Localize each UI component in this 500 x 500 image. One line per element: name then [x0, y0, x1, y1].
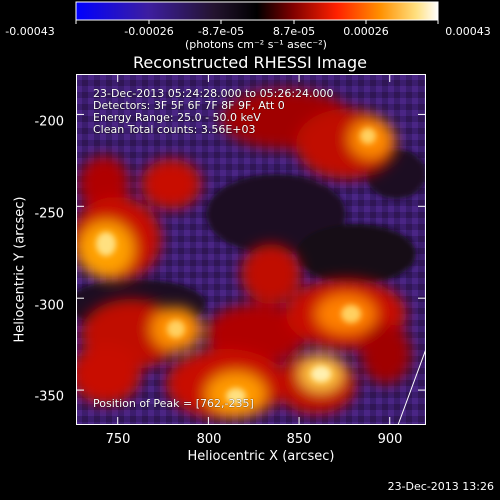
heatmap-plot [76, 74, 426, 425]
y-tick-label: -250 [34, 206, 64, 222]
colorbar-tick: 0.00026 [343, 25, 389, 38]
x-tick-label: 850 [286, 432, 312, 447]
annotation-energy-range: Energy Range: 25.0 - 50.0 keV [93, 111, 261, 124]
x-axis-label: Heliocentric X (arcsec) [187, 449, 335, 464]
y-tick-label: -350 [34, 389, 64, 405]
colorbar-tick: -0.00043 [5, 25, 55, 38]
x-tick-label: 900 [377, 432, 403, 447]
annotation-time-range: 23-Dec-2013 05:24:28.000 to 05:26:24.000 [93, 87, 334, 100]
y-tick-label: -200 [34, 114, 64, 130]
chart-title: Reconstructed RHESSI Image [133, 53, 367, 72]
colorbar-gradient [75, 1, 439, 21]
colorbar-unit-label: (photons cm⁻² s⁻¹ asec⁻²) [185, 38, 327, 51]
y-tick-label: -300 [34, 298, 64, 314]
x-tick-label: 800 [196, 432, 222, 447]
annotation-clean-counts: Clean Total counts: 3.56E+03 [93, 123, 256, 136]
limb-line [397, 348, 426, 425]
y-axis-label: Heliocentric Y (arcsec) [12, 196, 28, 343]
annotation-peak-position: Position of Peak = [762,-235] [93, 397, 254, 410]
heatmap-warm-regions [76, 89, 411, 419]
colorbar-tick: -0.00026 [124, 25, 174, 38]
heatmap-hot-cores [96, 128, 376, 404]
x-tick-label: 750 [105, 432, 131, 447]
colorbar-tick: -8.7e-05 [197, 25, 245, 38]
annotation-detectors: Detectors: 3F 5F 6F 7F 8F 9F, Att 0 [93, 99, 285, 112]
timestamp: 23-Dec-2013 13:26 [387, 480, 494, 493]
colorbar-tick: 8.7e-05 [272, 25, 316, 38]
colorbar [75, 1, 439, 24]
plot-frame [76, 74, 426, 425]
colorbar-tick: 0.00043 [445, 25, 491, 38]
